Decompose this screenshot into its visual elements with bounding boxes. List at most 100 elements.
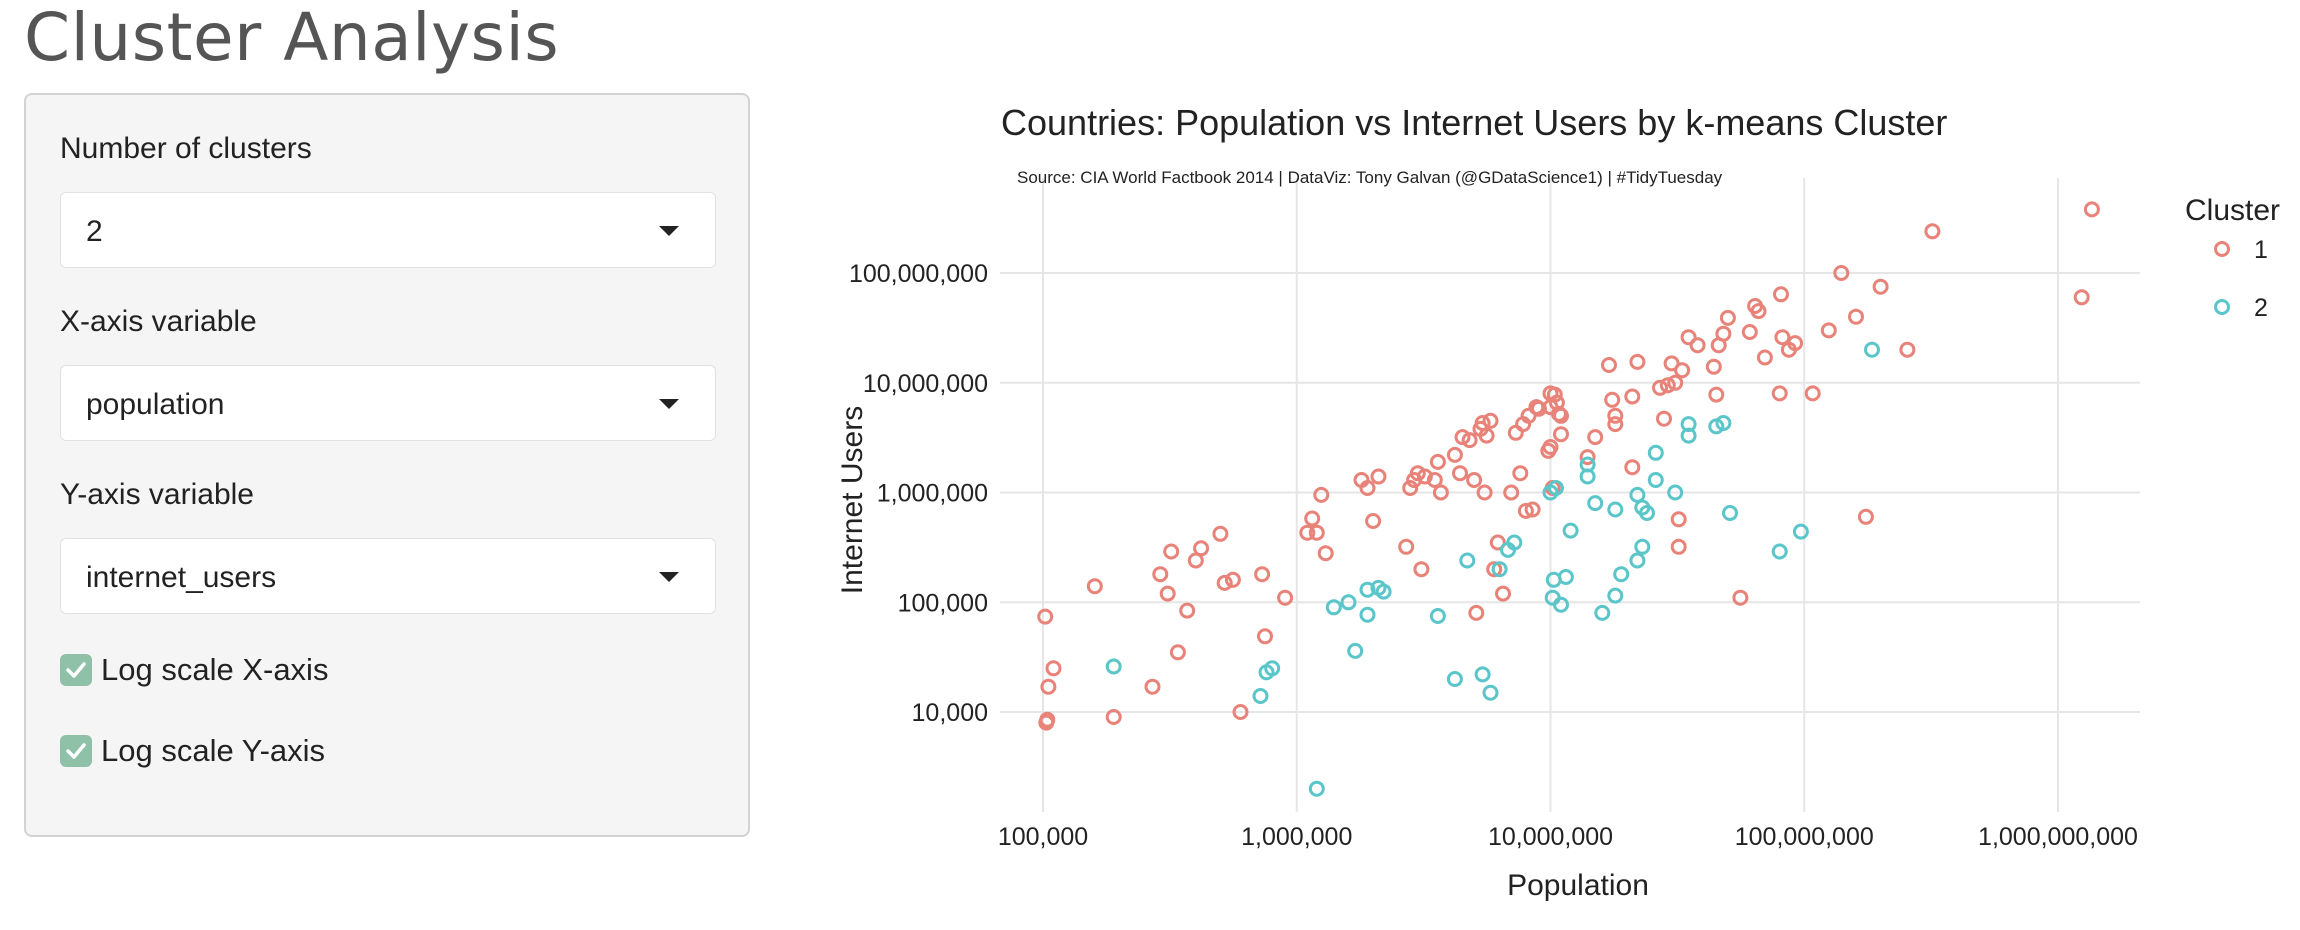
data-point-cluster-1 (1040, 678, 1057, 695)
y-axis-variable-label: Y-axis variable (60, 478, 254, 511)
data-point-cluster-1 (1780, 341, 1797, 358)
data-point-cluster-1 (1452, 465, 1468, 482)
data-point-cluster-2 (1459, 552, 1476, 569)
data-point-cluster-1 (1507, 424, 1524, 441)
data-point-cluster-1 (1624, 388, 1641, 405)
data-point-cluster-2 (1607, 501, 1624, 518)
data-point-cluster-2 (1258, 664, 1275, 681)
clusters-select[interactable]: 2 (60, 192, 716, 268)
data-point-cluster-1 (1482, 412, 1499, 429)
data-point-cluster-1 (1179, 602, 1196, 619)
data-point-cluster-1 (1833, 265, 1850, 281)
data-point-cluster-1 (1257, 628, 1273, 645)
y-tick-label: 10,000,000 (863, 370, 988, 398)
data-point-cluster-1 (1299, 524, 1316, 541)
legend-marker[interactable] (2214, 241, 2230, 257)
data-point-cluster-1 (1659, 377, 1676, 394)
data-point-cluster-2 (1545, 571, 1562, 588)
data-point-cluster-1 (1771, 385, 1788, 402)
data-point-cluster-1 (1370, 468, 1387, 485)
clusters-select-value: 2 (86, 215, 103, 248)
data-point-cluster-2 (1594, 604, 1611, 621)
data-point-cluster-2 (1544, 589, 1561, 606)
data-point-cluster-2 (1634, 538, 1651, 555)
x-tick-label: 1,000,000,000 (1978, 823, 2138, 851)
data-point-cluster-2 (1446, 671, 1463, 687)
legend-marker[interactable] (2214, 299, 2230, 315)
data-point-cluster-1 (1899, 341, 1916, 358)
data-point-cluster-1 (1710, 337, 1727, 354)
data-point-cluster-2 (1325, 599, 1342, 616)
x-axis-label: Population (1507, 869, 1649, 902)
data-point-cluster-1 (1667, 374, 1684, 391)
data-point-cluster-1 (1212, 525, 1229, 542)
data-point-cluster-2 (1340, 594, 1357, 611)
data-point-cluster-1 (1398, 538, 1415, 555)
data-point-cluster-1 (1652, 379, 1668, 396)
y-axis-variable-select[interactable]: internet_users (60, 538, 716, 614)
chevron-down-icon (659, 572, 679, 582)
data-point-cluster-1 (2083, 201, 2100, 218)
data-point-cluster-2 (1542, 484, 1559, 501)
data-point-cluster-1 (1152, 566, 1169, 583)
data-point-cluster-1 (1820, 322, 1837, 339)
data-point-cluster-1 (1732, 589, 1749, 606)
data-point-cluster-2 (1359, 606, 1376, 623)
data-point-cluster-1 (1105, 709, 1122, 725)
data-point-cluster-1 (1224, 571, 1241, 588)
data-point-cluster-1 (1144, 678, 1161, 695)
data-point-cluster-2 (1708, 418, 1725, 435)
data-point-cluster-1 (1680, 329, 1697, 346)
data-point-cluster-1 (1689, 337, 1706, 354)
clusters-label: Number of clusters (60, 132, 312, 165)
data-point-cluster-1 (1495, 585, 1511, 602)
data-point-cluster-1 (1624, 459, 1641, 476)
data-point-cluster-1 (1353, 472, 1370, 488)
x-tick-label: 100,000 (998, 823, 1088, 851)
data-point-cluster-1 (1163, 543, 1180, 560)
x-axis-variable-select[interactable]: population (60, 365, 716, 441)
data-point-cluster-1 (1038, 714, 1055, 731)
data-point-cluster-1 (1277, 589, 1294, 606)
data-point-cluster-1 (1086, 578, 1103, 595)
data-point-cluster-1 (1773, 286, 1789, 303)
data-point-cluster-1 (1432, 484, 1449, 501)
data-point-cluster-2 (1647, 472, 1664, 488)
data-point-cluster-2 (1667, 484, 1684, 501)
data-point-cluster-1 (1524, 501, 1541, 518)
x-tick-label: 100,000,000 (1735, 823, 1874, 851)
data-point-cluster-1 (1426, 472, 1443, 488)
data-point-cluster-2 (1629, 552, 1646, 569)
x-axis-variable-value: population (86, 388, 225, 421)
y-tick-label: 1,000,000 (877, 480, 988, 508)
data-point-cluster-1 (1705, 358, 1722, 375)
page-title: Cluster Analysis (24, 0, 560, 76)
x-tick-label: 10,000,000 (1488, 823, 1613, 851)
data-point-cluster-2 (1562, 522, 1579, 539)
data-point-cluster-1 (1747, 298, 1764, 314)
data-point-cluster-1 (1159, 585, 1176, 602)
data-point-cluster-2 (1680, 416, 1697, 433)
data-point-cluster-2 (1359, 581, 1376, 598)
checkmark-icon[interactable] (60, 654, 92, 686)
data-point-cluster-1 (1413, 561, 1430, 578)
y-tick-label: 100,000,000 (849, 260, 988, 288)
x-axis-variable-label: X-axis variable (60, 305, 257, 338)
data-point-cluster-1 (1468, 604, 1485, 621)
data-point-cluster-1 (1670, 538, 1687, 555)
data-point-cluster-1 (1670, 511, 1687, 528)
data-point-cluster-1 (1503, 484, 1520, 501)
data-point-cluster-2 (1429, 608, 1446, 624)
data-point-cluster-1 (1629, 353, 1646, 370)
data-point-cluster-1 (1406, 472, 1423, 488)
data-point-cluster-1 (1454, 429, 1471, 446)
data-point-cluster-2 (1647, 444, 1664, 461)
checkmark-icon[interactable] (60, 735, 92, 767)
y-tick-label: 100,000 (898, 589, 988, 617)
data-point-cluster-2 (1370, 579, 1387, 596)
data-point-cluster-2 (1252, 688, 1269, 704)
data-point-cluster-1 (1719, 309, 1736, 326)
data-point-cluster-1 (1254, 566, 1271, 583)
data-point-cluster-1 (1402, 480, 1419, 496)
